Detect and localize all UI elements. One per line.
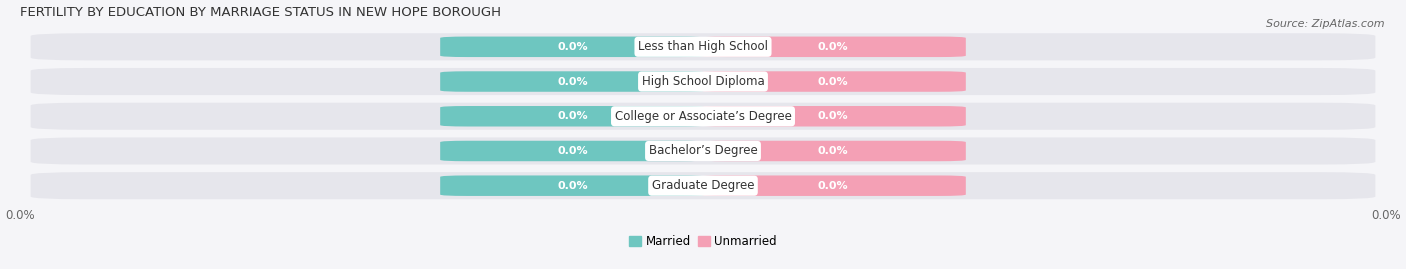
FancyBboxPatch shape bbox=[440, 175, 706, 196]
Text: FERTILITY BY EDUCATION BY MARRIAGE STATUS IN NEW HOPE BOROUGH: FERTILITY BY EDUCATION BY MARRIAGE STATU… bbox=[20, 6, 502, 19]
FancyBboxPatch shape bbox=[31, 172, 1375, 199]
FancyBboxPatch shape bbox=[700, 71, 966, 92]
Text: 0.0%: 0.0% bbox=[558, 181, 589, 191]
Text: High School Diploma: High School Diploma bbox=[641, 75, 765, 88]
FancyBboxPatch shape bbox=[700, 175, 966, 196]
FancyBboxPatch shape bbox=[700, 37, 966, 57]
Legend: Married, Unmarried: Married, Unmarried bbox=[624, 230, 782, 253]
Text: 0.0%: 0.0% bbox=[558, 111, 589, 121]
Text: Source: ZipAtlas.com: Source: ZipAtlas.com bbox=[1267, 19, 1385, 29]
Text: Less than High School: Less than High School bbox=[638, 40, 768, 53]
FancyBboxPatch shape bbox=[31, 33, 1375, 60]
FancyBboxPatch shape bbox=[440, 106, 706, 126]
FancyBboxPatch shape bbox=[31, 68, 1375, 95]
FancyBboxPatch shape bbox=[440, 37, 706, 57]
Text: Bachelor’s Degree: Bachelor’s Degree bbox=[648, 144, 758, 157]
FancyBboxPatch shape bbox=[440, 141, 706, 161]
Text: 0.0%: 0.0% bbox=[817, 42, 848, 52]
Text: 0.0%: 0.0% bbox=[817, 77, 848, 87]
Text: 0.0%: 0.0% bbox=[558, 77, 589, 87]
FancyBboxPatch shape bbox=[440, 71, 706, 92]
Text: 0.0%: 0.0% bbox=[558, 42, 589, 52]
Text: 0.0%: 0.0% bbox=[817, 181, 848, 191]
FancyBboxPatch shape bbox=[700, 141, 966, 161]
Text: Graduate Degree: Graduate Degree bbox=[652, 179, 754, 192]
Text: 0.0%: 0.0% bbox=[817, 111, 848, 121]
Text: 0.0%: 0.0% bbox=[558, 146, 589, 156]
FancyBboxPatch shape bbox=[31, 103, 1375, 130]
FancyBboxPatch shape bbox=[700, 106, 966, 126]
FancyBboxPatch shape bbox=[31, 137, 1375, 165]
Text: College or Associate’s Degree: College or Associate’s Degree bbox=[614, 110, 792, 123]
Text: 0.0%: 0.0% bbox=[817, 146, 848, 156]
